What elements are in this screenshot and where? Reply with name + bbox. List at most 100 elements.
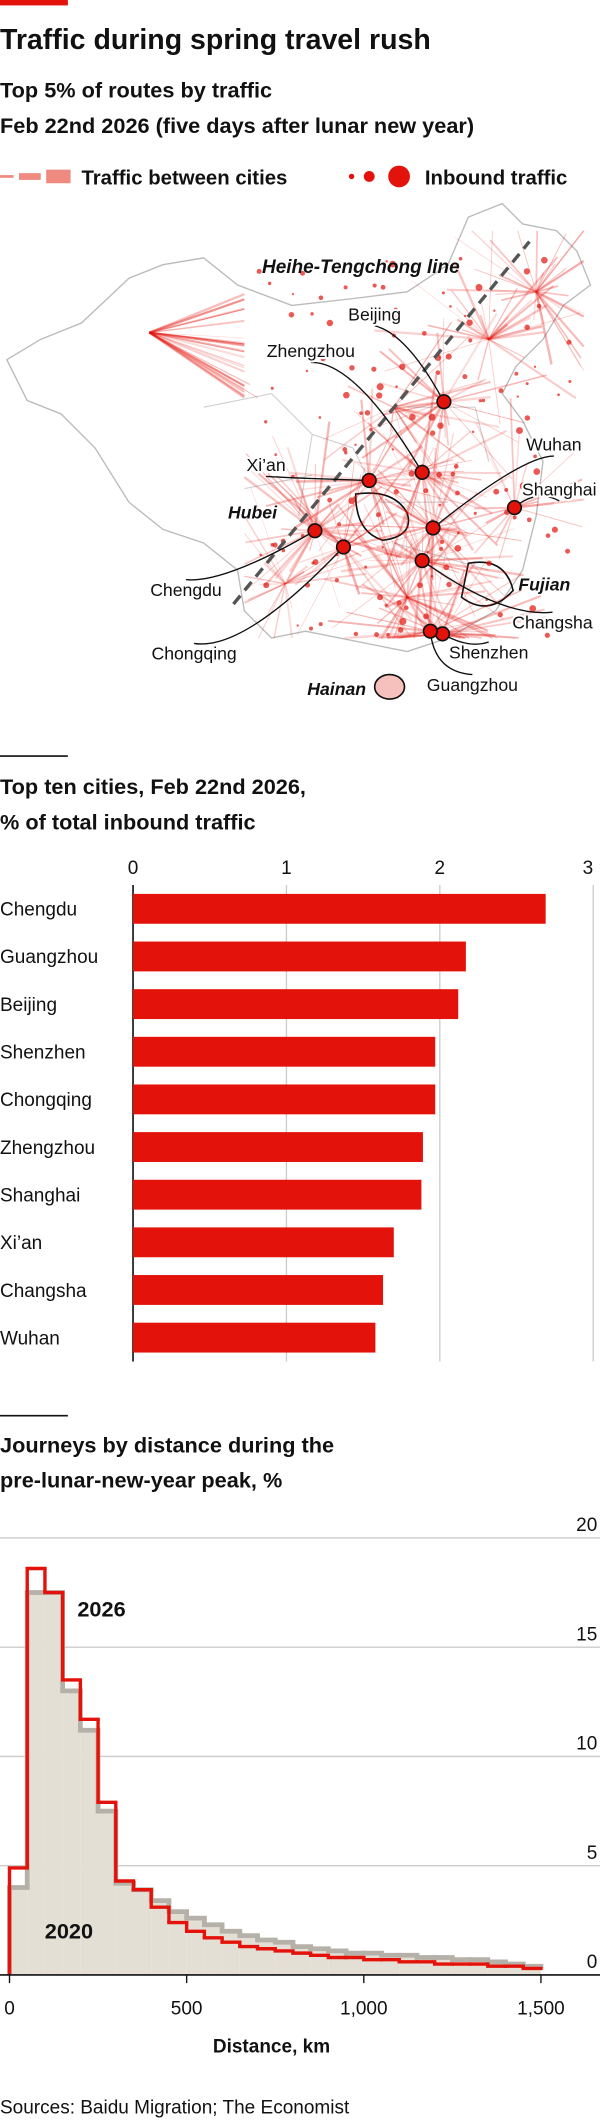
route <box>257 472 345 548</box>
series-label: 2026 <box>77 1597 125 1622</box>
route <box>284 570 331 584</box>
route <box>406 511 408 598</box>
city-dot <box>493 488 500 495</box>
route <box>244 530 316 593</box>
city-marker <box>361 472 377 489</box>
route <box>406 596 488 632</box>
x-tick-label: 0 <box>4 1998 15 2019</box>
city-dot <box>399 363 406 370</box>
route <box>369 477 458 482</box>
route <box>435 401 445 470</box>
city-dot <box>481 398 486 403</box>
city-dot <box>454 544 462 552</box>
route <box>353 410 423 473</box>
x-tick-label: 3 <box>583 858 594 879</box>
route <box>498 507 516 559</box>
route <box>284 583 293 609</box>
route <box>488 304 548 341</box>
route <box>422 471 482 481</box>
route <box>368 445 424 482</box>
route <box>535 291 582 359</box>
route <box>316 479 370 499</box>
area-bin <box>133 1889 152 1975</box>
route <box>387 597 408 639</box>
city-label: Chongqing <box>151 644 236 664</box>
city-dot <box>305 369 309 373</box>
area-bin <box>204 1924 223 1975</box>
area-bin <box>416 1957 435 1975</box>
route <box>313 421 331 531</box>
route <box>149 331 245 347</box>
route <box>406 596 493 639</box>
city-dot <box>449 305 452 308</box>
area-bin <box>257 1940 276 1975</box>
route <box>343 474 362 548</box>
route <box>267 472 344 548</box>
route <box>369 480 470 535</box>
route <box>274 530 316 580</box>
route <box>443 401 526 424</box>
route <box>443 374 547 403</box>
route <box>149 331 245 353</box>
route <box>340 559 423 573</box>
city-dot <box>529 605 537 612</box>
city-dot <box>557 393 560 397</box>
legend-swatch <box>348 173 355 180</box>
area-bin <box>168 1911 187 1975</box>
route <box>442 594 542 635</box>
city-dot <box>393 489 399 495</box>
legend: Traffic between cities Inbound traffic <box>0 165 567 190</box>
route <box>323 406 395 461</box>
route <box>495 291 537 296</box>
route <box>421 374 438 473</box>
route <box>454 237 537 293</box>
city-dot <box>541 256 548 264</box>
city-dot <box>375 512 381 518</box>
route <box>385 441 423 474</box>
route <box>389 407 395 432</box>
route <box>406 571 418 598</box>
city-dot <box>426 550 430 554</box>
route <box>148 298 245 334</box>
route <box>421 461 459 561</box>
route <box>488 323 509 341</box>
area-bin <box>328 1950 347 1975</box>
route <box>406 596 498 639</box>
route <box>488 325 543 341</box>
x-tick-label: 1 <box>281 858 292 879</box>
city-dot <box>428 413 436 421</box>
route <box>535 268 567 293</box>
route <box>479 314 490 340</box>
city-dot <box>380 284 386 290</box>
city-dot <box>381 545 384 549</box>
area-bin <box>275 1942 293 1975</box>
route <box>535 260 585 293</box>
route <box>369 479 480 509</box>
y-tick-label: 10 <box>576 1734 597 1755</box>
route <box>471 230 537 293</box>
city-dot <box>404 605 409 611</box>
route <box>514 498 584 509</box>
route <box>276 475 345 548</box>
city-dot <box>514 371 519 376</box>
route <box>393 406 457 497</box>
route <box>535 230 585 293</box>
city-dot <box>468 338 473 343</box>
route <box>406 531 461 598</box>
route <box>441 569 466 635</box>
city-dot <box>445 353 452 360</box>
city-dot <box>397 627 404 633</box>
route <box>376 630 431 640</box>
leader-line <box>185 530 316 581</box>
route <box>422 559 524 577</box>
route <box>421 560 448 619</box>
route <box>149 319 245 334</box>
area-bin <box>151 1900 169 1975</box>
route <box>244 516 286 585</box>
chart-title: Top ten cities, Feb 22nd 2026, <box>0 774 306 799</box>
route <box>378 492 408 598</box>
line-label: Heihe-Tengchong line <box>262 257 460 278</box>
source: Sources: Baidu Migration; The Economist <box>0 2097 350 2118</box>
y-tick-label: 5 <box>587 1843 598 1864</box>
route <box>288 530 316 573</box>
